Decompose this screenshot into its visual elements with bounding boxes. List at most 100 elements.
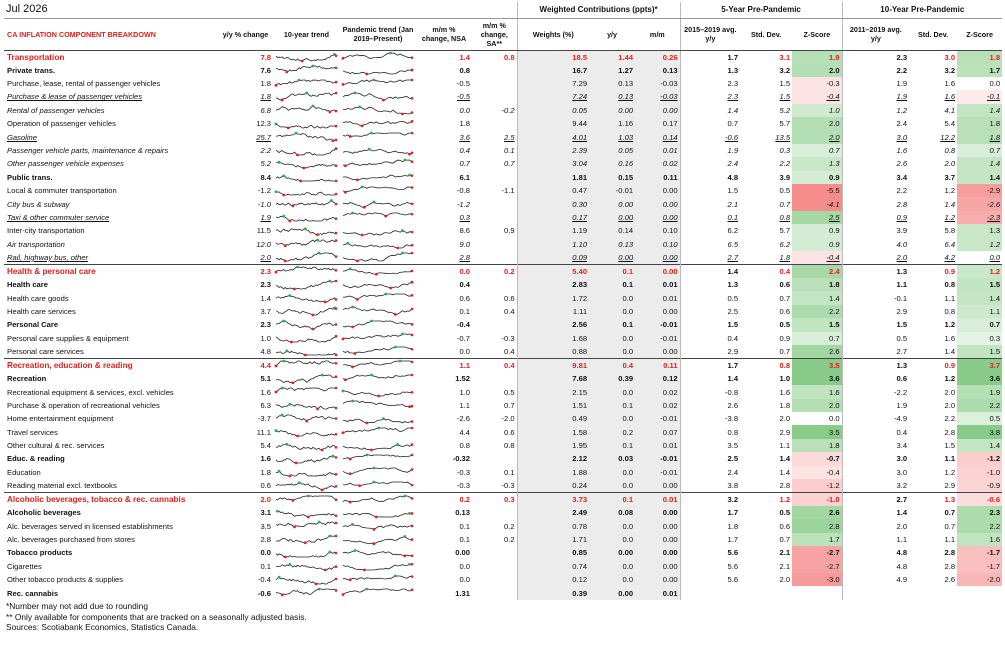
- component-row: Public trans. 8.4 6.1 1.81 0.15 0.11 4.8 3.9 0.9…: [4, 170, 1003, 185]
- zscore10-cell: 3.7: [957, 357, 1003, 372]
- avg10-cell: -2.2: [841, 385, 910, 399]
- pandemic-sparkline: [342, 399, 414, 409]
- yy-cell: 12.3: [256, 119, 271, 129]
- pandemic-trend-cell: [340, 117, 416, 130]
- footnote-sa: ** Only available for components that ar…: [6, 611, 307, 622]
- yy-cell: 12.0: [256, 239, 271, 249]
- zscore10-cell: 1.4: [957, 103, 1003, 118]
- zscore5-cell: 0.7: [792, 143, 843, 158]
- weighted-yy-cell: 0.2: [589, 425, 636, 439]
- sd10-cell: 4.1: [944, 105, 956, 115]
- sparkline-path: [275, 161, 337, 169]
- weighted-mm-cell: 0.01: [635, 492, 681, 507]
- high-marker: [294, 131, 298, 135]
- avg5-cell: 2.5: [679, 304, 741, 319]
- mm-nsa-cell: 0.0: [459, 105, 470, 115]
- mm-nsa-cell: 0.1: [459, 535, 470, 545]
- sd5-cell: 0.3: [779, 146, 791, 156]
- sparkline-path: [275, 470, 337, 477]
- low-marker: [320, 448, 324, 451]
- zscore10-cell: 3.6: [957, 371, 1003, 386]
- sd5-cell: 3.9: [779, 172, 791, 182]
- zscore5-cell: 2.2: [792, 304, 843, 319]
- component-row: Private trans. 7.6 0.8 16.7 1.27 0.13 1.3 3.2 2.…: [4, 63, 1003, 77]
- sparkline-path: [275, 564, 336, 571]
- avg5-cell: 3.5: [679, 438, 741, 453]
- trend10-cell: [273, 50, 340, 64]
- mm-sa-cell: -2.0: [501, 414, 515, 424]
- sparkline-path: [275, 280, 336, 290]
- latest-marker: [410, 511, 414, 515]
- sd5-cell: 1.0: [779, 374, 791, 384]
- high-marker: [358, 105, 362, 109]
- yy-cell: 3.1: [260, 508, 271, 518]
- trend10-cell: [273, 291, 340, 304]
- mm-nsa-cell: 8.6: [459, 226, 470, 236]
- ten-year-sparkline: [275, 454, 338, 465]
- low-marker: [323, 300, 327, 304]
- high-marker: [370, 373, 373, 377]
- sparkline-path: [342, 400, 413, 408]
- weighted-yy-cell: 0.15: [589, 170, 636, 185]
- weight-cell: 3.04: [516, 157, 590, 171]
- yy-cell: 5.4: [260, 441, 271, 451]
- ten-year-sparkline: [275, 91, 338, 102]
- pandemic-trend-cell: [340, 171, 416, 184]
- inflation-breakdown-table: Jul 2026 Weighted Contributions (ppts)* …: [4, 2, 1003, 600]
- latest-marker: [410, 270, 414, 273]
- component-row: Rec. cannabis -0.6 1.31 0.39 0.00 0.01: [4, 586, 1002, 600]
- avg10-cell: 1.4: [841, 506, 910, 520]
- weight-cell: 0.74: [516, 559, 590, 573]
- component-name: Other tobacco products & supplies: [7, 575, 124, 585]
- yy-cell: 2.0: [260, 252, 271, 262]
- sd10-cell: 1.1: [944, 454, 956, 464]
- component-name: Inter-city transportation: [7, 226, 85, 236]
- pandemic-sparkline: [342, 453, 414, 461]
- weighted-mm-cell: 0.00: [635, 210, 681, 225]
- sd5-cell: 0.7: [779, 535, 791, 545]
- weighted-mm-cell: -0.01: [635, 318, 681, 332]
- zscore5-cell: -5.5: [792, 184, 843, 198]
- sd5-cell: 0.6: [779, 280, 791, 290]
- col-header-w-yy: y/y: [589, 18, 636, 51]
- weighted-yy-cell: 0.1: [589, 277, 636, 292]
- high-marker: [396, 442, 400, 446]
- high-marker: [393, 574, 397, 578]
- low-marker: [302, 166, 306, 170]
- low-marker: [305, 419, 309, 423]
- component-name: Rail, highway bus, other: [7, 252, 89, 262]
- latest-marker: [410, 360, 414, 364]
- sd5-cell: 0.6: [779, 306, 791, 316]
- sd10-cell: 1.5: [944, 441, 956, 451]
- latest-marker: [334, 335, 338, 338]
- latest-marker: [410, 524, 414, 528]
- latest-marker: [410, 185, 414, 189]
- low-marker: [355, 298, 359, 301]
- sparkline-path: [342, 230, 413, 236]
- sparkline-path: [342, 549, 412, 557]
- pandemic-trend-cell: [340, 104, 416, 117]
- pandemic-trend-cell: [340, 425, 416, 438]
- low-marker: [363, 568, 366, 572]
- mm-sa-cell: [472, 211, 517, 224]
- sd10-cell: 2.0: [944, 400, 956, 410]
- component-row: Purchase, lease, rental of passenger veh…: [4, 76, 1002, 91]
- low-marker: [296, 153, 299, 156]
- mm-nsa-cell: 6.1: [459, 172, 470, 182]
- low-marker: [316, 407, 319, 411]
- weighted-mm-cell: 0.00: [635, 344, 681, 359]
- mm-sa-cell: -1.1: [501, 186, 515, 196]
- sd5-cell: 1.4: [779, 467, 791, 477]
- weighted-yy-cell: 0.0: [589, 344, 636, 359]
- low-marker: [365, 421, 369, 425]
- pandemic-trend-cell: [340, 211, 416, 224]
- zscore10-cell: -0.6: [957, 492, 1003, 507]
- pandemic-trend-cell: [340, 357, 416, 372]
- latest-marker: [410, 420, 414, 423]
- pandemic-trend-cell: [340, 278, 416, 291]
- sd10-cell: 2.6: [944, 575, 956, 585]
- zscore10-cell: 0.0: [989, 79, 1001, 89]
- pandemic-sparkline: [342, 549, 414, 558]
- sparkline-path: [342, 186, 413, 193]
- sd5-cell: 13.5: [775, 132, 791, 142]
